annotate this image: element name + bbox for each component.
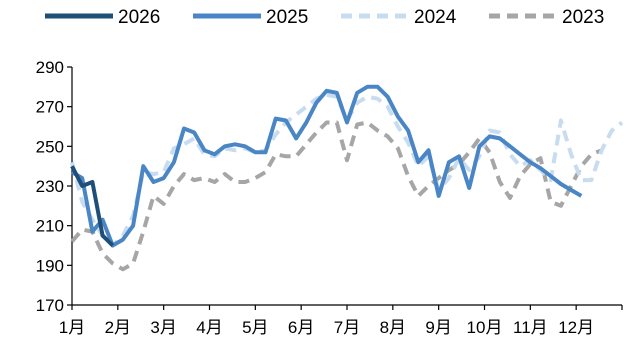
y-axis: 170 190 210 230 250 270 290: [36, 58, 73, 315]
x-tick-label: 12月: [558, 318, 594, 337]
legend-label-2026: 2026: [118, 7, 160, 28]
series-line-2025: [70, 84, 583, 248]
x-tick-label: 2月: [105, 318, 131, 337]
x-tick-label: 8月: [380, 318, 406, 337]
x-tick-label: 11月: [513, 318, 548, 337]
x-tick-label: 9月: [425, 318, 451, 337]
y-tick-label: 190: [36, 256, 64, 275]
legend-label-2024: 2024: [414, 7, 457, 28]
y-tick-label: 290: [36, 58, 64, 77]
x-tick-label: 1月: [59, 318, 85, 337]
series-line-2023: [70, 120, 603, 272]
x-tick-label: 4月: [196, 318, 222, 337]
x-tick-label: 6月: [288, 318, 314, 337]
legend-label-2025: 2025: [266, 7, 308, 28]
plot-area: [70, 84, 624, 272]
y-tick-label: 170: [36, 296, 64, 315]
y-tick-label: 250: [36, 137, 64, 156]
x-tick-label: 10月: [467, 318, 503, 337]
x-axis: 1月 2月 3月 4月 5月 6月 7月 8月 9月 10月 11月 12月: [59, 304, 623, 337]
x-tick-label: 3月: [150, 318, 176, 337]
legend-label-2023: 2023: [562, 7, 604, 28]
legend: 2026 2025 2024 2023: [45, 7, 604, 28]
x-tick-label: 7月: [334, 318, 360, 337]
y-tick-label: 270: [36, 98, 64, 117]
y-tick-label: 230: [36, 177, 64, 196]
y-tick-label: 210: [36, 217, 64, 236]
x-tick-label: 5月: [242, 318, 268, 337]
series-line-2026: [70, 165, 115, 247]
